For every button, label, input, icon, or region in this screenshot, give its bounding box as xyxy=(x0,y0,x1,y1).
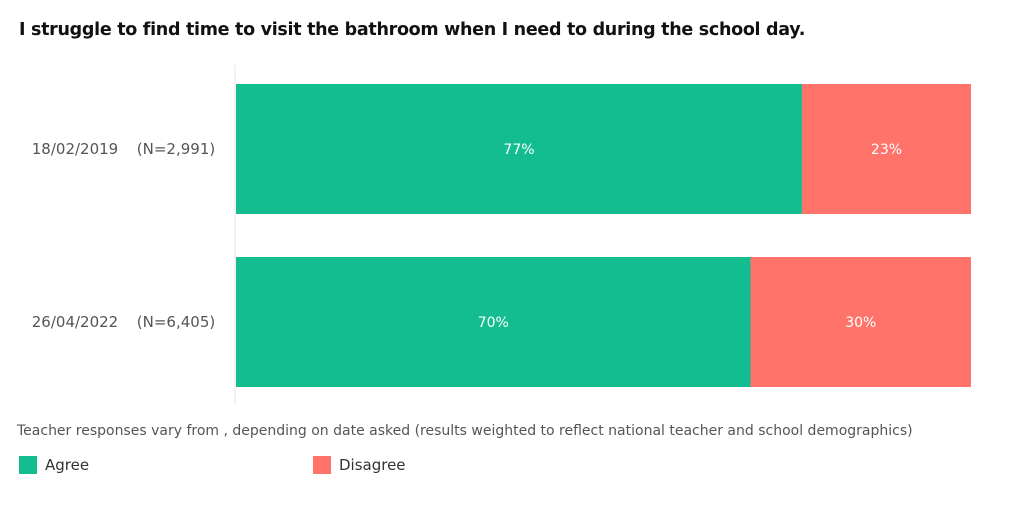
legend-swatch-agree xyxy=(19,456,37,474)
legend-item-disagree: Disagree xyxy=(313,456,406,474)
bar-disagree xyxy=(801,84,971,214)
category-label: 18/02/2019 xyxy=(32,140,118,158)
data-label: 77% xyxy=(503,142,534,158)
legend-swatch-disagree xyxy=(313,456,331,474)
bar-agree xyxy=(236,84,802,214)
legend-item-agree: Agree xyxy=(19,456,89,474)
chart-title: I struggle to find time to visit the bat… xyxy=(19,20,806,40)
category-label: 26/04/2022 xyxy=(32,313,118,331)
bar-disagree xyxy=(750,257,971,387)
chart-note: Teacher responses vary from , depending … xyxy=(17,423,913,439)
data-label: 23% xyxy=(871,142,902,158)
bar-agree xyxy=(236,257,751,387)
legend-label: Agree xyxy=(45,456,90,474)
sample-size-label: (N=6,405) xyxy=(137,313,215,331)
data-label: 70% xyxy=(478,315,509,331)
bar-chart: 18/02/2019 (N=2,991) 77% 23% 26/04/2022 (N=6,… xyxy=(32,65,971,405)
data-label: 30% xyxy=(845,315,876,331)
sample-size-label: (N=2,991) xyxy=(137,140,215,158)
legend-label: Disagree xyxy=(339,456,406,474)
